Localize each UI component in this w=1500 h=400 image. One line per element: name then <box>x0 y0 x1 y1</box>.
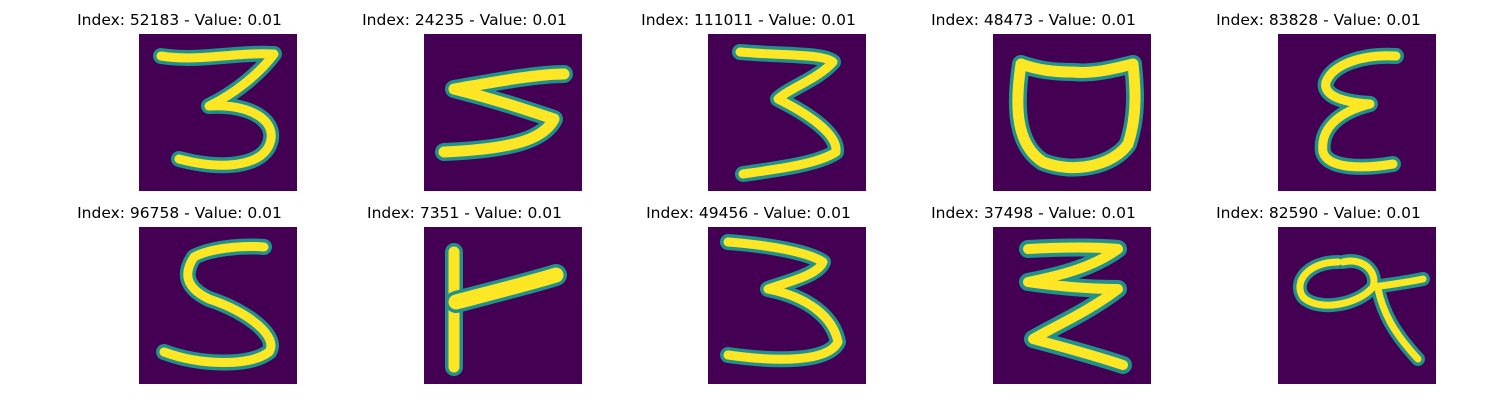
panel-6: Index: 96758 - Value: 0.01 <box>37 201 322 386</box>
panel-title: Index: 7351 - Value: 0.01 <box>367 204 562 222</box>
panel-title: Index: 37498 - Value: 0.01 <box>931 204 1136 222</box>
digit-image <box>139 34 297 191</box>
digit-image <box>424 34 582 191</box>
panel-3: Index: 111011 - Value: 0.01 <box>606 8 891 193</box>
digit-image <box>708 227 866 384</box>
digit-image <box>424 227 582 384</box>
panel-8: Index: 49456 - Value: 0.01 <box>606 201 891 386</box>
digit-image <box>993 34 1151 191</box>
digit-image <box>1278 34 1436 191</box>
panel-5: Index: 83828 - Value: 0.01 <box>1176 8 1461 193</box>
panel-title: Index: 83828 - Value: 0.01 <box>1216 11 1421 29</box>
panel-title: Index: 111011 - Value: 0.01 <box>641 11 856 29</box>
panel-title: Index: 52183 - Value: 0.01 <box>77 11 282 29</box>
digit-image <box>1278 227 1436 384</box>
panel-title: Index: 82590 - Value: 0.01 <box>1216 204 1421 222</box>
panel-title: Index: 24235 - Value: 0.01 <box>362 11 567 29</box>
panel-4: Index: 48473 - Value: 0.01 <box>891 8 1176 193</box>
panel-title: Index: 48473 - Value: 0.01 <box>931 11 1136 29</box>
panel-10: Index: 82590 - Value: 0.01 <box>1176 201 1461 386</box>
digit-image <box>139 227 297 384</box>
digit-image <box>993 227 1151 384</box>
panel-9: Index: 37498 - Value: 0.01 <box>891 201 1176 386</box>
panel-title: Index: 49456 - Value: 0.01 <box>646 204 851 222</box>
panel-7: Index: 7351 - Value: 0.01 <box>322 201 607 386</box>
panel-title: Index: 96758 - Value: 0.01 <box>77 204 282 222</box>
panel-2: Index: 24235 - Value: 0.01 <box>322 8 607 193</box>
panel-1: Index: 52183 - Value: 0.01 <box>37 8 322 193</box>
digit-image <box>708 34 866 191</box>
